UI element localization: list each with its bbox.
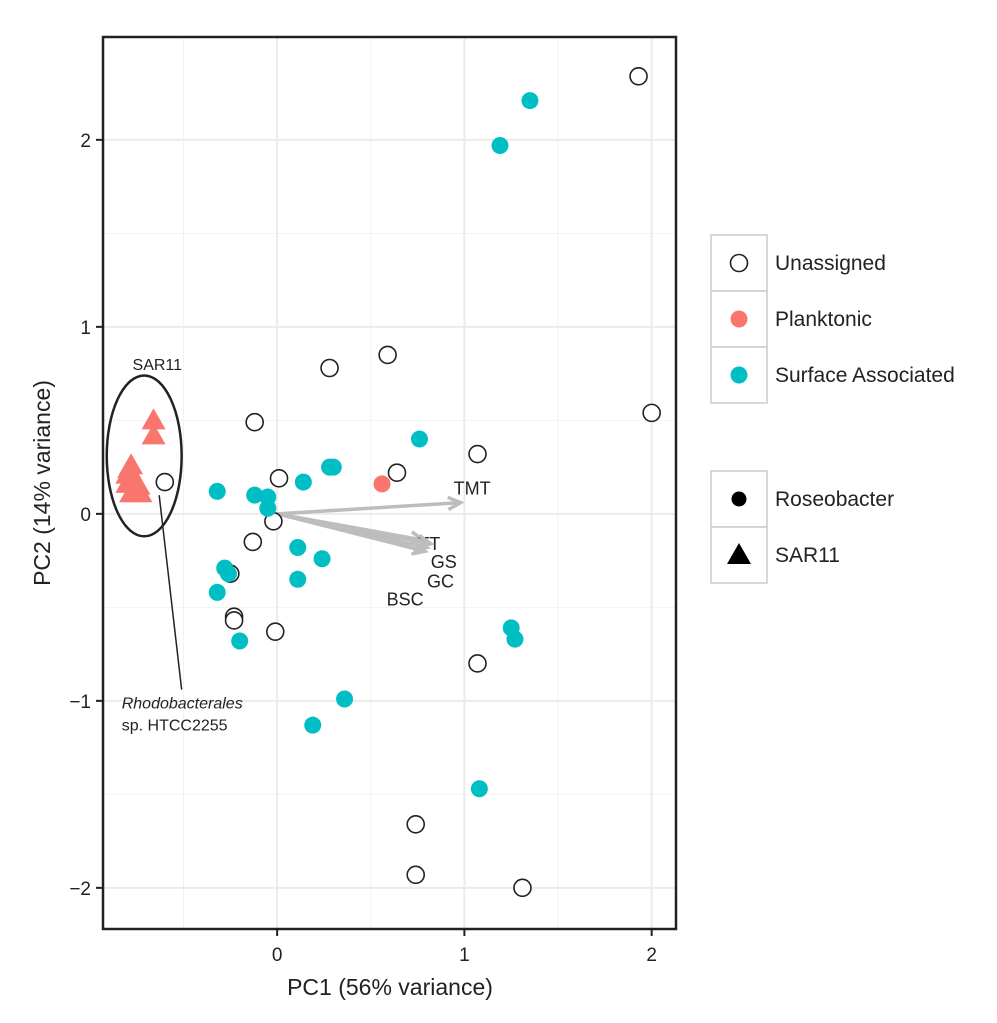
point-unassigned [406,865,426,885]
point-surface-associated [289,570,307,588]
sar11-annotation: SAR11 [133,357,183,374]
y-axis-label: PC2 (14% variance) [29,380,55,586]
point-unassigned [513,878,532,898]
point-unassigned [269,469,289,488]
loading-label-gc: GC [427,572,454,592]
y-tick-label: −2 [69,879,91,900]
annotations: SAR11 Rhodobacterales sp. HTCC2255 [105,357,243,734]
strain-annotation: sp. HTCC2255 [122,717,228,734]
y-tick-label: 2 [80,131,91,152]
legend-label-surface-associated: Surface Associated [775,364,955,387]
x-axis-label: PC1 (56% variance) [287,974,493,1000]
point-surface-associated [336,690,354,708]
point-surface-associated [506,630,524,648]
loading-label-tmt: TMT [454,479,491,499]
loading-label-gs: GS [431,552,457,572]
point-unassigned [378,345,397,365]
point-unassigned [320,358,339,378]
loading-arrowhead [411,540,429,556]
point-unassigned [243,532,263,552]
x-tick-label: 2 [646,945,657,966]
x-tick-label: 0 [272,945,283,966]
point-unassigned [468,444,487,464]
point-unassigned [155,472,175,492]
point-unassigned [245,412,264,432]
plot-border [101,35,678,931]
legend: Unassigned Planktonic Surface Associated Ro… [710,234,955,584]
point-surface-associated [304,716,322,734]
point-unassigned [265,622,285,641]
point-surface-associated [289,539,307,557]
y-tick-label: 0 [80,505,91,526]
point-unassigned [629,66,648,86]
loading-arrow-tmt [277,500,461,516]
y-tick-label: 1 [80,318,91,339]
point-surface-associated [324,458,342,476]
legend-label-sar11: SAR11 [775,544,840,567]
point-sar11-planktonic [141,423,166,445]
sar11-ellipse [105,374,183,538]
grid [103,37,676,929]
point-unassigned [387,463,407,483]
y-tick-label: −1 [69,692,91,713]
x-tick-label: 1 [459,945,470,966]
legend-key-sar11 [727,543,751,564]
legend-key-planktonic [730,310,748,328]
point-unassigned [468,654,487,673]
point-surface-associated [521,92,539,110]
point-surface-associated [208,482,226,500]
legend-key-surface-associated [730,366,748,384]
point-unassigned [224,611,244,630]
legend-label-planktonic: Planktonic [775,308,872,331]
legend-label-roseobacter: Roseobacter [775,488,894,511]
rhodobacterales-annotation: Rhodobacterales [122,695,243,712]
point-surface-associated [294,473,312,491]
data-points [115,66,661,898]
loading-arrowhead [447,495,465,512]
legend-label-unassigned: Unassigned [775,252,886,275]
point-planktonic [373,475,391,493]
point-surface-associated [410,430,428,448]
point-surface-associated [470,780,488,798]
legend-key-roseobacter [731,491,747,507]
loading-arrow-bsc [276,512,426,553]
annotation-pointer-line [158,495,183,690]
point-surface-associated [219,565,237,583]
point-surface-associated [313,550,331,568]
point-surface-associated [491,136,509,154]
loading-label-bsc: BSC [387,589,424,609]
axes: 0 1 2 −2 −1 0 1 2 [69,131,657,966]
point-surface-associated [246,486,264,504]
point-surface-associated [231,632,249,650]
point-surface-associated [259,499,277,517]
point-unassigned [642,403,661,423]
legend-key-unassigned [729,253,749,273]
point-sar11-planktonic [128,481,153,503]
point-surface-associated [208,583,226,601]
point-sar11-planktonic [141,408,166,430]
point-unassigned [406,814,426,834]
